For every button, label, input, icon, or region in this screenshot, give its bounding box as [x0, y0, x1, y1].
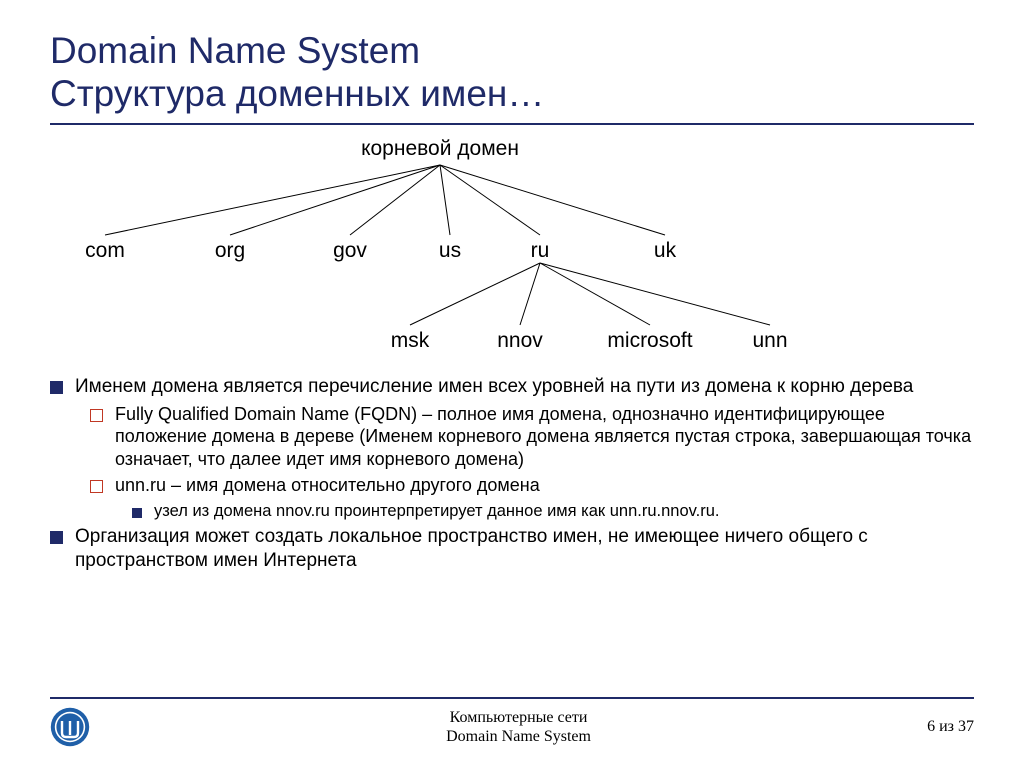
bullet-item: узел из домена nnov.ru проинтерпретирует…: [132, 501, 974, 522]
tree-level1-ru: ru: [531, 239, 550, 263]
footer-line-1: Компьютерные сети: [450, 709, 588, 726]
bullet-open-square-icon: [90, 409, 103, 422]
bullet-content: Именем домена является перечисление имен…: [50, 375, 974, 573]
footer-line-2: Domain Name System: [446, 728, 591, 745]
footer: Компьютерные сети Domain Name System 6 и…: [50, 697, 974, 747]
tree-level2-nnov: nnov: [497, 329, 543, 353]
slide: Domain Name System Структура доменных им…: [0, 0, 1024, 767]
tree-level1-us: us: [439, 239, 461, 263]
tree-level2-unn: unn: [752, 329, 787, 353]
bullet-item: Fully Qualified Domain Name (FQDN) – пол…: [90, 403, 974, 471]
bullet-item: Именем домена является перечисление имен…: [50, 375, 974, 399]
bullet-square-icon: [50, 531, 63, 544]
title-line-1: Domain Name System: [50, 30, 420, 71]
dns-tree-diagram: корневой домен com org gov us ru uk msk nnov mic…: [50, 137, 974, 357]
bullet-text: узел из домена nnov.ru проинтерпретирует…: [154, 501, 719, 522]
bullet-square-icon: [50, 381, 63, 394]
page-number: 6 из 37: [927, 718, 974, 736]
tree-lines-svg: [50, 137, 974, 357]
tree-level1-com: com: [85, 239, 125, 263]
slide-title: Domain Name System Структура доменных им…: [50, 30, 974, 115]
bullet-text: unn.ru – имя домена относительно другого…: [115, 474, 540, 497]
tree-level1-uk: uk: [654, 239, 676, 263]
tree-level2-msk: msk: [391, 329, 430, 353]
bullet-list: Именем домена является перечисление имен…: [50, 375, 974, 573]
tree-level2-microsoft: microsoft: [607, 329, 692, 353]
title-line-2: Структура доменных имен…: [50, 73, 544, 114]
unn-logo-icon: [50, 707, 90, 747]
bullet-item: Организация может создать локальное прос…: [50, 525, 974, 573]
bullet-item: unn.ru – имя домена относительно другого…: [90, 474, 974, 497]
bullet-text: Организация может создать локальное прос…: [75, 525, 974, 573]
bullet-text: Fully Qualified Domain Name (FQDN) – пол…: [115, 403, 974, 471]
bullet-open-square-icon: [90, 480, 103, 493]
tree-level1-org: org: [215, 239, 245, 263]
bullet-small-square-icon: [132, 508, 142, 518]
title-block: Domain Name System Структура доменных им…: [50, 30, 974, 125]
bullet-text: Именем домена является перечисление имен…: [75, 375, 913, 399]
footer-text: Компьютерные сети Domain Name System: [110, 708, 927, 746]
tree-level1-gov: gov: [333, 239, 367, 263]
tree-root-label: корневой домен: [361, 137, 519, 161]
